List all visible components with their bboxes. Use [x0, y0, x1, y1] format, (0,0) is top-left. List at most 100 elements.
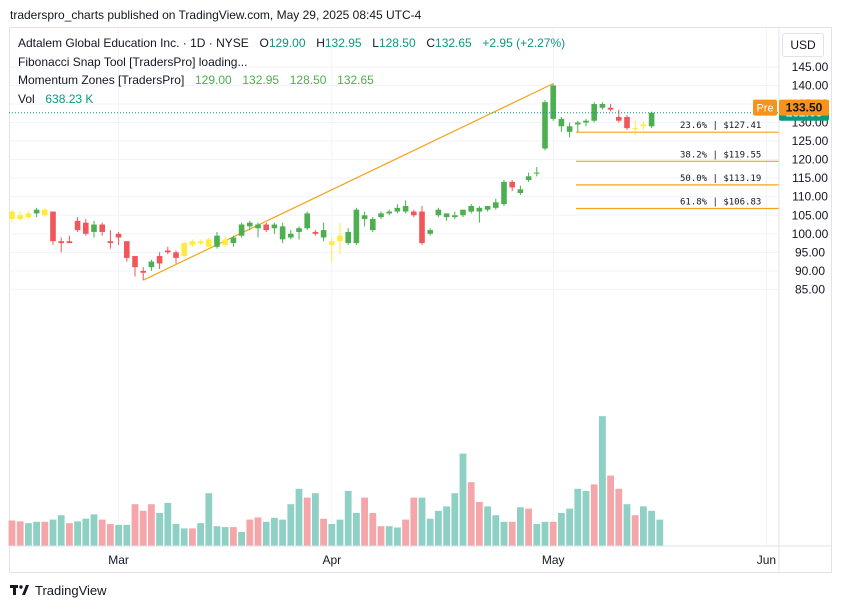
price-tick-label: 90.00 — [795, 264, 825, 278]
candle-body — [238, 224, 245, 236]
close-label: C — [426, 36, 436, 50]
volume-bar — [369, 513, 377, 546]
time-tick-label: Mar — [108, 553, 129, 567]
volume-bar — [476, 502, 483, 546]
candle-body — [468, 205, 474, 212]
volume-bar — [410, 497, 418, 546]
candle-body — [50, 211, 56, 242]
volume-bar — [402, 519, 409, 546]
volume-bar — [49, 519, 57, 546]
candle-body — [476, 207, 483, 212]
low-value: 128.50 — [378, 36, 416, 50]
candle-body — [33, 209, 40, 214]
candle-body — [74, 220, 81, 231]
fib-indicator-row[interactable]: Fibonacci Snap Tool [TradersPro] loading… — [18, 53, 565, 72]
candle-body — [575, 122, 581, 125]
candle-body — [640, 124, 647, 127]
candle-body — [607, 107, 614, 110]
volume-bar — [254, 517, 262, 546]
volume-bar — [221, 527, 229, 546]
open-value: 129.00 — [268, 36, 306, 50]
chart-legend: Adtalem Global Education Inc. · 1D · NYS… — [18, 34, 565, 108]
chart-frame — [9, 27, 832, 573]
fibonacci-levels: 23.6% | $127.41 38.2% | $119.55 50.0% | $1… — [142, 83, 779, 281]
volume-bar — [459, 453, 467, 546]
candle-body — [66, 241, 73, 244]
candle-body — [394, 207, 401, 212]
candle-body — [583, 120, 589, 123]
price-tick-label: 115.00 — [792, 171, 828, 185]
volume-bar — [508, 521, 516, 546]
candle-body — [542, 102, 548, 149]
low-label: L — [372, 36, 379, 50]
candle-body — [501, 181, 507, 205]
fib-trendline — [142, 83, 554, 281]
candle-body — [288, 233, 294, 238]
candle-body — [427, 230, 433, 234]
volume-indicator-row[interactable]: Vol 638.23 K — [18, 90, 565, 109]
volume-bar — [8, 520, 16, 546]
volume-bar — [98, 519, 106, 546]
candle-body — [17, 215, 23, 219]
tradingview-logo-icon — [10, 584, 29, 595]
pre-market-price-label: 133.50 — [786, 101, 823, 115]
candle-body — [197, 241, 204, 244]
volume-bar — [467, 482, 475, 546]
candle-body — [419, 211, 425, 244]
candle-body — [312, 231, 319, 234]
candle-body — [230, 237, 237, 244]
candle-body — [509, 181, 515, 188]
volume-bar — [279, 519, 286, 546]
volume-bar — [377, 526, 385, 546]
candle-body — [189, 241, 196, 245]
candle-body — [632, 128, 638, 130]
fib-level-label: 61.8% | $106.83 — [680, 197, 761, 207]
fib-level-label: 50.0% | $113.19 — [680, 174, 761, 184]
candle-body — [550, 85, 556, 119]
candle-body — [165, 250, 171, 253]
volume-bar — [500, 521, 508, 546]
momentum-indicator-row[interactable]: Momentum Zones [TradersPro] 129.00 132.9… — [18, 71, 565, 90]
candle-body — [411, 211, 417, 216]
candle-body — [58, 241, 64, 244]
footer-brand[interactable]: TradingView — [10, 583, 107, 598]
volume-bar — [312, 493, 319, 546]
symbol-title: Adtalem Global Education Inc. · 1D · NYS… — [18, 36, 249, 50]
currency-button[interactable]: USD — [782, 33, 824, 57]
volume-bar — [607, 475, 614, 546]
candle-body — [345, 231, 351, 244]
volume-bar — [599, 416, 606, 546]
candle-body — [452, 215, 458, 218]
momentum-value-1: 129.00 — [194, 73, 232, 87]
candle-body — [25, 213, 32, 218]
volume-bar — [287, 504, 295, 546]
volume-bar — [541, 521, 549, 546]
candle-body — [304, 213, 310, 229]
volume-value: 638.23 K — [45, 91, 94, 106]
volume-bar — [426, 518, 434, 546]
volume-bar — [344, 491, 352, 546]
volume-bar — [180, 528, 188, 546]
volume-bar — [492, 515, 500, 546]
volume-bar — [640, 506, 647, 546]
tradingview-brand: TradingView — [35, 583, 107, 598]
volume-bar — [648, 510, 655, 546]
candle-body — [534, 172, 540, 174]
volume-bar — [41, 521, 49, 546]
volume-bar — [213, 526, 221, 546]
candle-body — [616, 116, 622, 121]
volume-bar — [451, 493, 459, 546]
price-tags: 132.65Pre133.50 — [9, 99, 829, 121]
volume-bar — [164, 502, 172, 546]
time-tick-label: Apr — [322, 553, 341, 567]
candle-body — [624, 116, 630, 129]
volume-bar — [25, 523, 32, 546]
symbol-row[interactable]: Adtalem Global Education Inc. · 1D · NYS… — [18, 34, 565, 53]
price-tick-label: 120.00 — [792, 153, 829, 167]
candle-body — [386, 211, 392, 214]
volume-bar — [82, 518, 90, 546]
open-label: O — [259, 36, 269, 50]
momentum-indicator-name: Momentum Zones [TradersPro] — [18, 73, 185, 87]
volume-bar — [558, 513, 565, 546]
